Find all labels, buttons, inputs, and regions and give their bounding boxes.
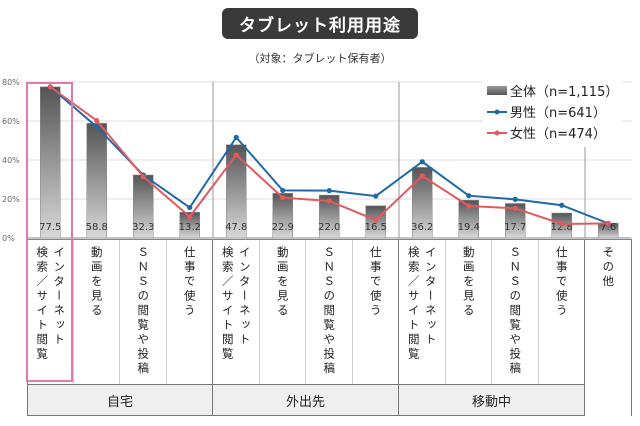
- category-label: インターネット 検索／サイト閲覧: [399, 240, 446, 385]
- y-tick-label: 40%: [2, 156, 20, 165]
- line-point: [559, 202, 565, 208]
- bar: [458, 199, 479, 239]
- line-point: [605, 220, 611, 226]
- y-tick-label: 80%: [2, 78, 20, 87]
- line-point: [94, 124, 100, 130]
- category-label: ＳＮＳの閲覧や投稿: [492, 240, 539, 385]
- line-point: [419, 173, 425, 179]
- category-axis: インターネット 検索／サイト閲覧 動画を見る ＳＮＳの閲覧や投稿 仕事で使う インターネ…: [27, 239, 632, 385]
- line-point: [419, 159, 425, 165]
- bar: [505, 203, 526, 239]
- category-label: インターネット 検索／サイト閲覧: [213, 240, 260, 385]
- chart-title: タブレット利用用途: [222, 8, 418, 39]
- category-text: 動画を見る: [461, 246, 476, 319]
- bar: [179, 212, 200, 239]
- line-point: [326, 198, 332, 204]
- category-label: 動画を見る: [260, 240, 306, 385]
- bar-data-label: 16.5: [365, 222, 387, 233]
- category-text: インターネット 検索／サイト閲覧: [220, 246, 252, 362]
- group-label: 自宅: [27, 384, 213, 416]
- bar-data-label: 32.3: [132, 222, 154, 233]
- legend-label: 女性（n=474）: [510, 127, 606, 142]
- category-text: 仕事で使う: [554, 246, 569, 319]
- line-point: [233, 134, 239, 140]
- bar-data-label: 22.9: [272, 222, 294, 233]
- group-axis: 自宅 外出先 移動中: [27, 384, 632, 416]
- category-label: 仕事で使う: [167, 240, 213, 385]
- legend-item-female: 女性（n=474）: [487, 122, 618, 143]
- category-text: ＳＮＳの閲覧や投稿: [136, 246, 151, 377]
- bar-data-label: 47.8: [225, 222, 247, 233]
- line-point: [47, 84, 53, 90]
- line-point: [233, 152, 239, 158]
- line-point: [94, 118, 100, 124]
- bar-data-label: 36.2: [411, 222, 433, 233]
- line-point: [512, 196, 518, 202]
- highlight-box: [26, 82, 73, 382]
- bar-data-label: 58.8: [86, 222, 108, 233]
- bar-data-label: 22.0: [318, 222, 340, 233]
- group-label: 外出先: [213, 384, 399, 416]
- bar: [319, 194, 340, 239]
- y-tick-label: 20%: [2, 195, 20, 204]
- category-label: 仕事で使う: [539, 240, 585, 385]
- line-point: [466, 203, 472, 209]
- y-tick-label: 0%: [2, 234, 15, 243]
- bar-data-label: 19.4: [458, 222, 480, 233]
- legend: 全体（n=1,115） 男性（n=641） 女性（n=474）: [483, 76, 623, 147]
- line-point: [466, 193, 472, 199]
- legend-label: 全体（n=1,115）: [510, 85, 619, 100]
- bar: [412, 167, 433, 239]
- category-label: ＳＮＳの閲覧や投稿: [120, 240, 167, 385]
- line-point: [140, 173, 146, 180]
- category-text: ＳＮＳの閲覧や投稿: [322, 246, 337, 377]
- group-label: 移動中: [399, 384, 585, 416]
- category-label: インターネット 検索／サイト閲覧: [27, 240, 74, 385]
- category-text: ＳＮＳの閲覧や投稿: [508, 246, 523, 377]
- line-point: [373, 193, 379, 199]
- y-tick-label: 60%: [2, 117, 20, 126]
- line-point: [187, 214, 193, 220]
- category-text: 動画を見る: [89, 246, 104, 319]
- category-text: 仕事で使う: [368, 246, 383, 319]
- bar-data-label: 17.7: [504, 222, 526, 233]
- bar-data-label: 7.6: [600, 222, 616, 233]
- bar-data-label: 13.2: [179, 222, 201, 233]
- line-point: [512, 205, 518, 211]
- line-point: [559, 221, 565, 227]
- line-swatch-icon: [487, 130, 507, 135]
- category-label: 仕事で使う: [353, 240, 399, 385]
- bar: [86, 123, 107, 239]
- line-point: [280, 195, 286, 201]
- category-text: 仕事で使う: [182, 246, 197, 319]
- category-text: インターネット 検索／サイト閲覧: [35, 246, 67, 362]
- bar-data-label: 12.8: [551, 222, 573, 233]
- line-swatch-icon: [487, 109, 507, 114]
- category-text: 動画を見る: [275, 246, 290, 319]
- category-text: その他: [601, 246, 616, 290]
- category-text: インターネット 検索／サイト閲覧: [406, 246, 438, 362]
- bar-data-label: 77.5: [39, 222, 61, 233]
- legend-item-total: 全体（n=1,115）: [487, 80, 618, 101]
- category-label: その他: [585, 240, 632, 385]
- bar-swatch-icon: [487, 86, 507, 95]
- legend-label: 男性（n=641）: [510, 106, 606, 121]
- line-point: [373, 217, 379, 223]
- chart-subtitle: （対象：タブレット保有者）: [248, 52, 392, 65]
- line-point: [187, 204, 193, 211]
- bar: [226, 144, 247, 239]
- category-label: 動画を見る: [74, 240, 120, 385]
- category-label: 動画を見る: [446, 240, 492, 385]
- bar: [272, 193, 293, 239]
- line-point: [326, 188, 332, 194]
- group-label: [585, 384, 632, 416]
- legend-item-male: 男性（n=641）: [487, 101, 618, 122]
- category-label: ＳＮＳの閲覧や投稿: [306, 240, 353, 385]
- line-point: [280, 187, 286, 194]
